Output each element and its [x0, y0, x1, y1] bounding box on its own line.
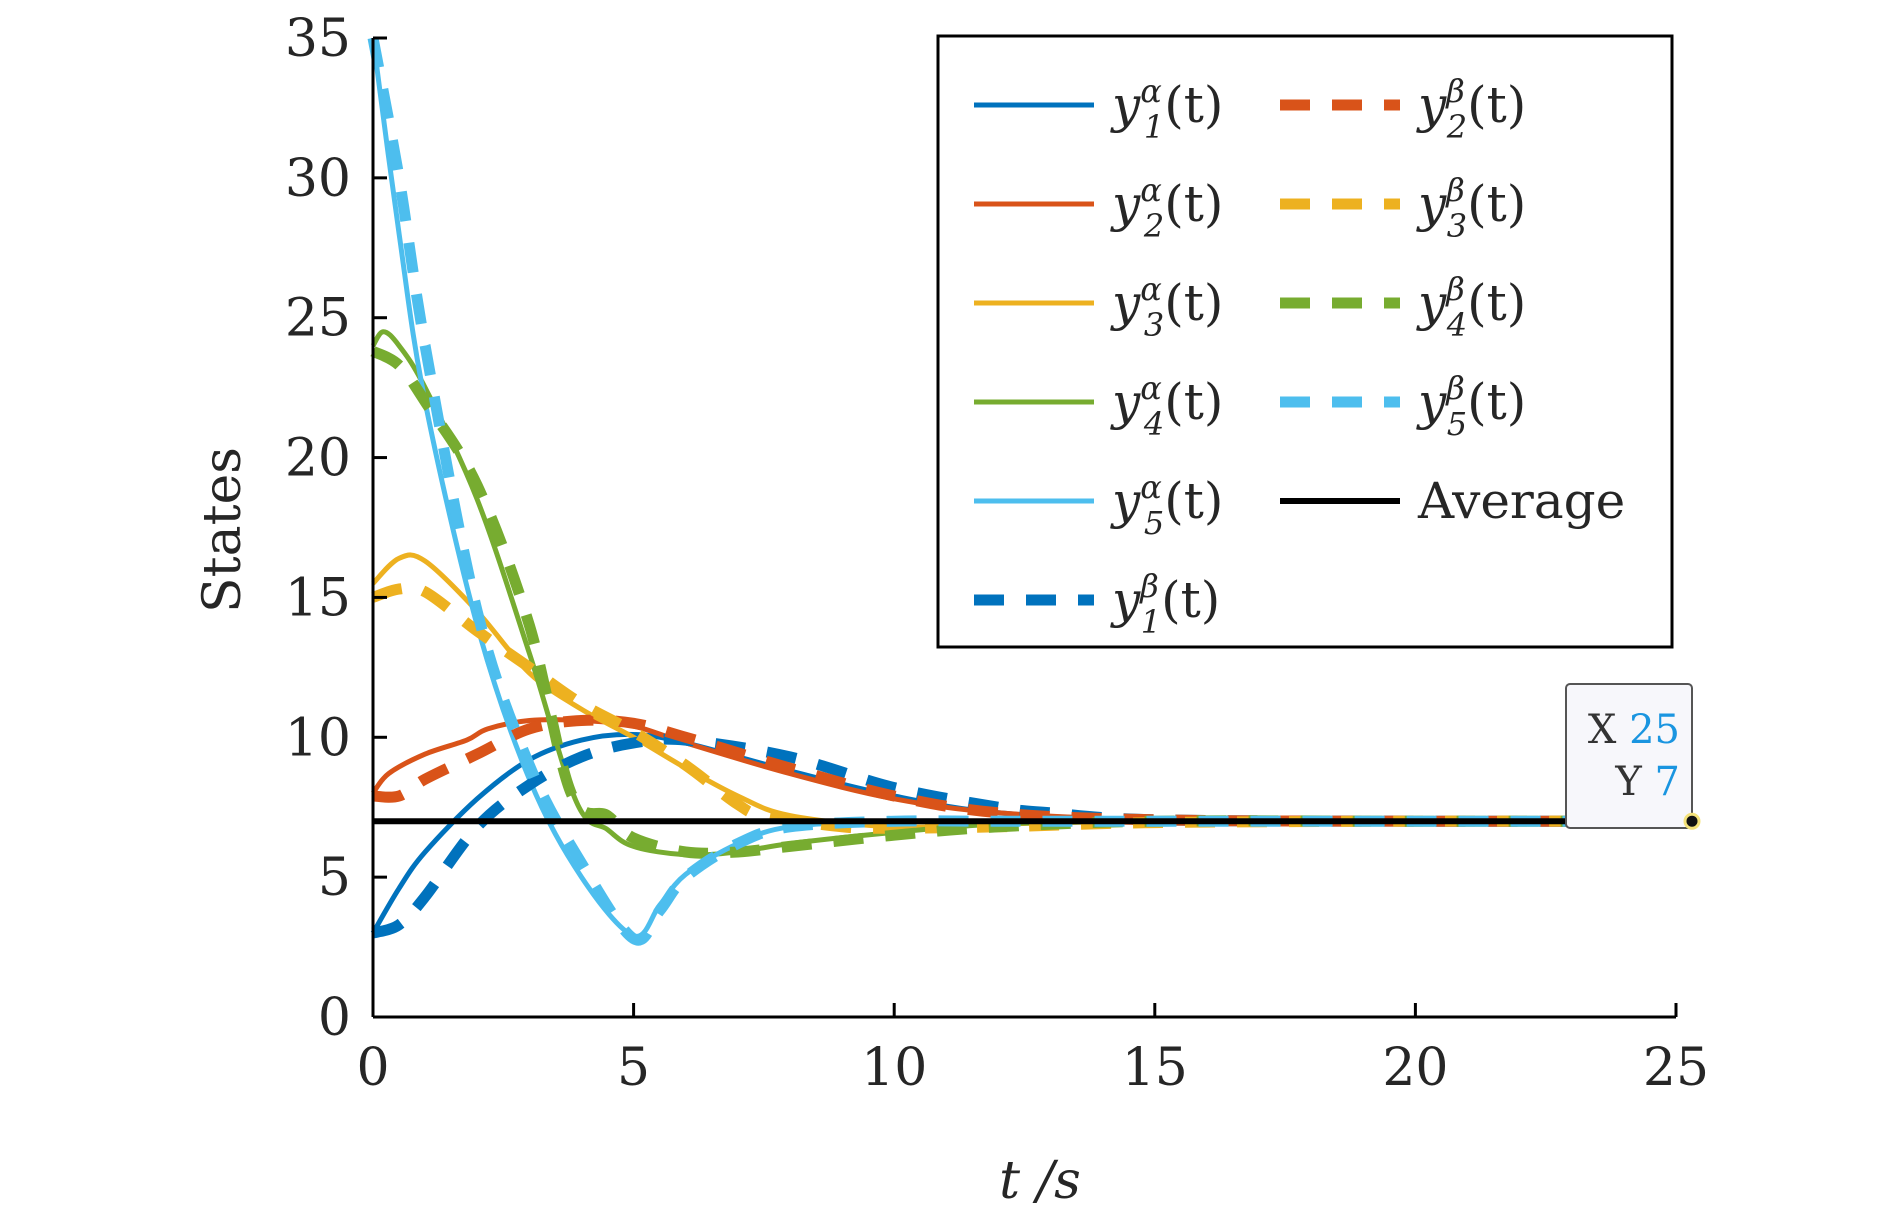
y-tick-label-30: 30: [285, 149, 351, 209]
x-tick-label-20: 20: [1382, 1038, 1448, 1098]
x-tick-label-5: 5: [617, 1038, 650, 1098]
y-tick-label-20: 20: [285, 429, 351, 489]
y-tick-label-5: 5: [318, 848, 351, 908]
y-tick-label-15: 15: [285, 568, 351, 628]
legend-label-y3a: yα 3(t): [1110, 270, 1223, 344]
y-tick-label-25: 25: [285, 289, 351, 349]
axes: [371, 38, 1676, 1019]
series-line-y5b: [367, 37, 1676, 946]
legend-box: [936, 34, 1674, 649]
series-layer: [367, 37, 1677, 946]
x-tick-label-25: 25: [1643, 1038, 1709, 1098]
x-tick-label-10: 10: [861, 1038, 927, 1098]
legend-label-y2b: yβ 2(t): [1416, 72, 1526, 146]
legend: yα 1(t) yβ 2(t) yα 2(t) yβ 3(t) yα 3(t) yβ 4(t) yα 4(…: [936, 34, 1674, 649]
legend-label-y1a: yα 1(t): [1110, 72, 1223, 146]
legend-label-avg: Average: [1417, 472, 1625, 530]
datatip: X 25 Y 7: [1565, 683, 1701, 830]
x-axis-label: t /s: [999, 1151, 1081, 1209]
x-tick-label-15: 15: [1122, 1038, 1188, 1098]
y-tick-label-0: 0: [318, 988, 351, 1048]
legend-label-y5a: yα 5(t): [1110, 468, 1223, 542]
x-tick-label-0: 0: [356, 1038, 389, 1098]
datatip-box: [1565, 683, 1693, 829]
legend-label-y2a: yα 2(t): [1110, 171, 1223, 245]
ticks: 0 5 10 15 20 25 0 5 10 15 20 25 30 35: [285, 9, 1709, 1098]
legend-label-y3b: yβ 3(t): [1416, 171, 1526, 245]
datatip-marker: [1683, 812, 1701, 830]
y-axis-label: States: [193, 447, 253, 613]
y-tick-label-10: 10: [285, 708, 351, 768]
legend-label-y4b: yβ 4(t): [1416, 270, 1526, 344]
datatip-x-text: X 25: [1588, 707, 1680, 753]
series-line-y1b: [371, 733, 1677, 939]
legend-label-y1b: yβ 1(t): [1110, 567, 1220, 641]
legend-label-y5b: yβ 5(t): [1416, 369, 1526, 443]
y-tick-label-35: 35: [285, 9, 351, 69]
legend-label-y4a: yα 4(t): [1110, 369, 1223, 443]
datatip-y-text: Y 7: [1614, 759, 1680, 805]
